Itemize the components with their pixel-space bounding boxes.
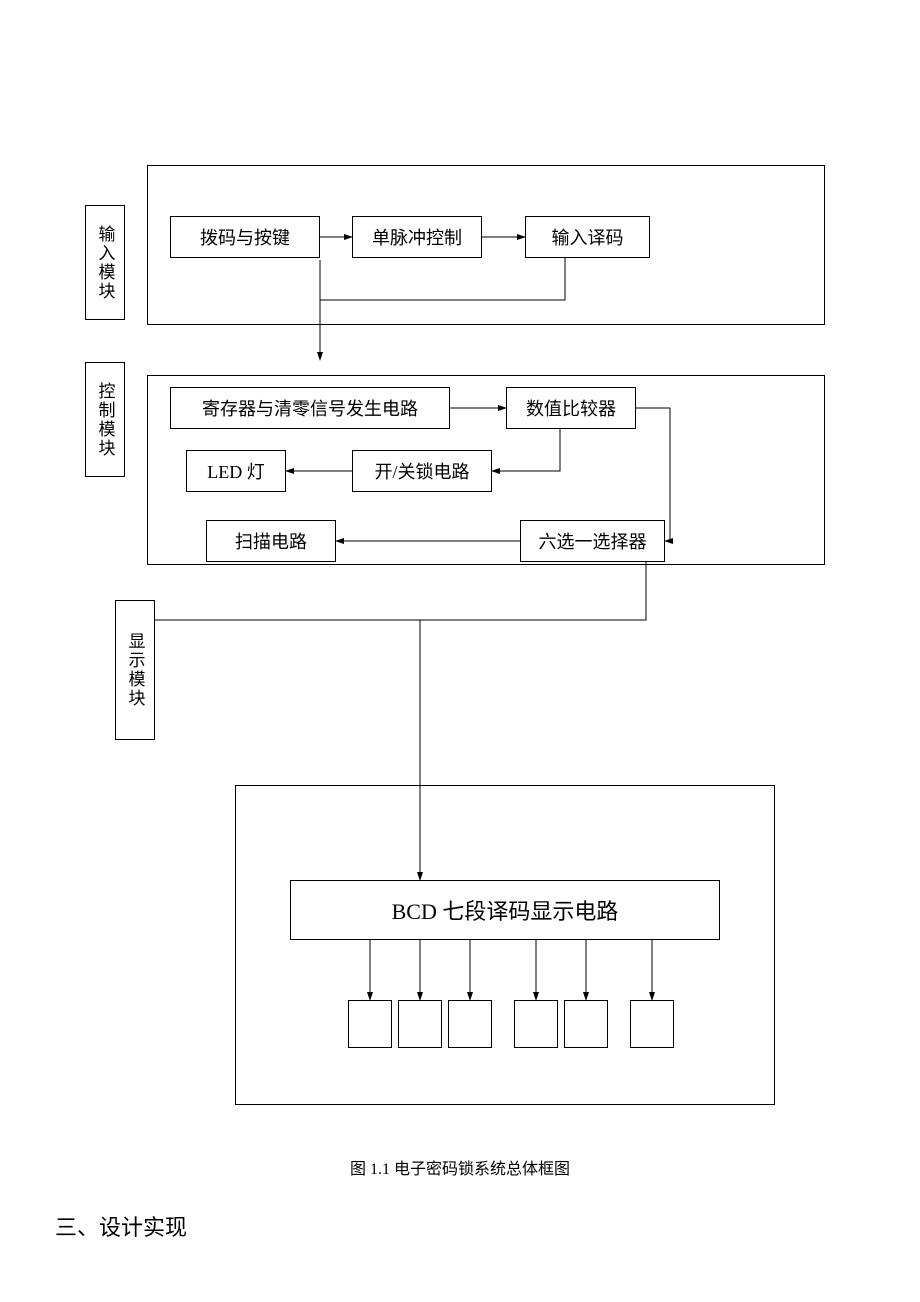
node-seg1: [398, 1000, 442, 1048]
node-label-pulse_ctrl: 单脉冲控制: [372, 224, 462, 250]
node-led: LED 灯: [186, 450, 286, 492]
edge-9: [155, 562, 646, 620]
node-lock_circuit: 开/关锁电路: [352, 450, 492, 492]
node-label-scan_circuit: 扫描电路: [235, 528, 307, 554]
node-bcd7seg: BCD 七段译码显示电路: [290, 880, 720, 940]
container-display_box: [235, 785, 775, 1105]
module-label-input: 输入模块: [85, 205, 125, 320]
node-scan_circuit: 扫描电路: [206, 520, 336, 562]
figure-caption: 图 1.1 电子密码锁系统总体框图: [0, 1155, 920, 1179]
node-label-bcd7seg: BCD 七段译码显示电路: [392, 894, 619, 926]
module-label-text-control: 控制模块: [93, 382, 118, 458]
module-label-text-display: 显示模块: [123, 632, 148, 708]
node-comparator: 数值比较器: [506, 387, 636, 429]
node-seg5: [630, 1000, 674, 1048]
node-register_clr: 寄存器与清零信号发生电路: [170, 387, 450, 429]
node-input_decode: 输入译码: [525, 216, 650, 258]
node-label-mux6: 六选一选择器: [539, 528, 647, 554]
module-label-control: 控制模块: [85, 362, 125, 477]
node-label-led: LED 灯: [207, 458, 265, 484]
node-label-comparator: 数值比较器: [526, 395, 616, 421]
node-seg4: [564, 1000, 608, 1048]
node-seg2: [448, 1000, 492, 1048]
section-heading: 三、设计实现: [55, 1210, 187, 1242]
node-pulse_ctrl: 单脉冲控制: [352, 216, 482, 258]
node-mux6: 六选一选择器: [520, 520, 665, 562]
node-label-dial_keys: 拨码与按键: [200, 224, 290, 250]
module-label-display: 显示模块: [115, 600, 155, 740]
node-label-input_decode: 输入译码: [552, 224, 624, 250]
node-label-lock_circuit: 开/关锁电路: [374, 458, 469, 484]
node-dial_keys: 拨码与按键: [170, 216, 320, 258]
module-label-text-input: 输入模块: [93, 225, 118, 301]
node-seg0: [348, 1000, 392, 1048]
node-seg3: [514, 1000, 558, 1048]
node-label-register_clr: 寄存器与清零信号发生电路: [202, 395, 418, 421]
